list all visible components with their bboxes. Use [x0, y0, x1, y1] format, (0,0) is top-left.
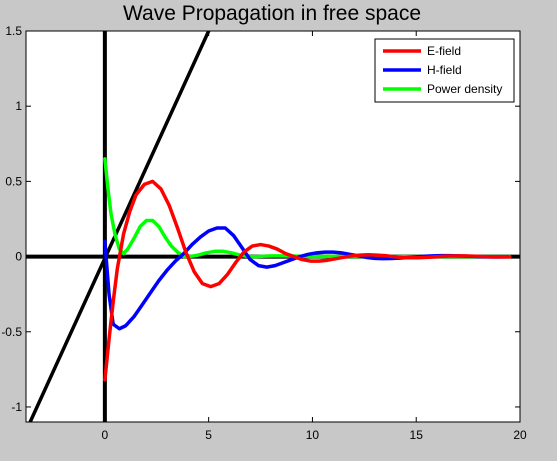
x-tick-label: 15 — [410, 428, 424, 442]
legend: E-field H-field Power density — [374, 38, 515, 103]
chart-title: Wave Propagation in free space — [123, 2, 421, 25]
y-axis-ticks: -1 -0.5 0 0.5 1 1.5 — [1, 24, 520, 414]
legend-label-power-density: Power density — [427, 82, 502, 96]
series-e-field — [103, 179, 512, 382]
y-tick-label: 1.5 — [5, 24, 22, 38]
y-tick-label: -0.5 — [1, 325, 22, 339]
x-tick-label: 0 — [102, 428, 109, 442]
y-tick-label: 0 — [15, 250, 22, 264]
x-tick-label: 10 — [306, 428, 320, 442]
legend-label-h-field: H-field — [427, 63, 462, 77]
x-tick-label: 5 — [205, 428, 212, 442]
x-tick-label: 20 — [513, 428, 527, 442]
series-layer — [28, 31, 512, 422]
y-tick-label: 1 — [15, 99, 22, 113]
series-reference-line — [28, 31, 211, 422]
plot-clip — [26, 31, 520, 422]
legend-label-e-field: E-field — [427, 44, 461, 58]
x-axis-ticks: 0 5 10 15 20 — [102, 31, 527, 442]
y-tick-label: 0.5 — [5, 174, 22, 188]
y-tick-label: -1 — [11, 400, 22, 414]
axes-box — [25, 30, 521, 423]
